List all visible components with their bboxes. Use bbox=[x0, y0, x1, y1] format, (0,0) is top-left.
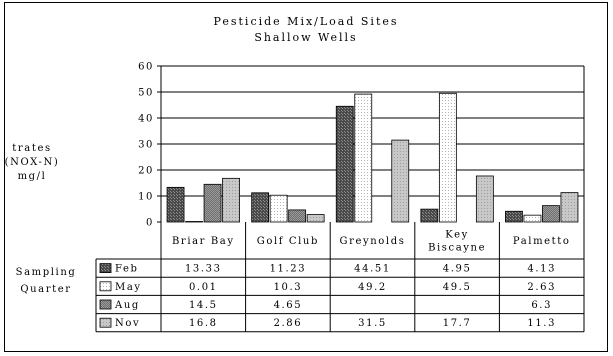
y-tick-label: 40 bbox=[138, 114, 154, 125]
table-cell: 49.5 bbox=[443, 282, 472, 293]
y-axis-label-line: (NOX-N) bbox=[5, 157, 60, 168]
bar-feb bbox=[505, 210, 523, 223]
x-tick-label: Greynolds bbox=[340, 236, 406, 247]
x-tick-label: Palmetto bbox=[513, 236, 571, 247]
table-cell: 0.01 bbox=[189, 282, 218, 293]
y-axis-label: trates (NOX-N) mg/l bbox=[5, 143, 60, 182]
legend-label: May bbox=[115, 282, 142, 293]
legend-swatch bbox=[99, 281, 112, 292]
y-tick-label: 50 bbox=[138, 88, 154, 99]
x-tick-label: Key bbox=[445, 230, 469, 241]
chart-frame bbox=[4, 2, 608, 352]
table-cell: 13.33 bbox=[185, 264, 222, 275]
bar-feb bbox=[335, 105, 354, 223]
bar-may bbox=[269, 194, 288, 223]
bar-nov bbox=[391, 139, 410, 223]
table-cell: 6.3 bbox=[531, 300, 552, 311]
legend-swatch bbox=[99, 263, 112, 274]
bars bbox=[166, 92, 579, 223]
table-cell: 4.65 bbox=[274, 300, 303, 311]
table-cell: 44.51 bbox=[354, 264, 391, 275]
table-cell: 16.8 bbox=[189, 318, 218, 329]
legend-label: Feb bbox=[115, 264, 139, 275]
bar-may bbox=[354, 93, 373, 223]
y-tick-label: 20 bbox=[138, 166, 154, 177]
bar-nov bbox=[560, 192, 579, 223]
table-cell: 49.2 bbox=[358, 282, 387, 293]
bar-may bbox=[523, 214, 542, 223]
bar-aug bbox=[542, 205, 560, 223]
y-axis: 0 10 20 30 40 50 60 bbox=[138, 62, 161, 229]
table-cell: 4.13 bbox=[527, 264, 556, 275]
chart-title: Pesticide Mix/Load Sites bbox=[213, 15, 398, 28]
bar-feb bbox=[166, 186, 185, 223]
y-tick-label: 30 bbox=[138, 140, 154, 151]
x-tick-label: Briar Bay bbox=[172, 236, 235, 247]
bar-may bbox=[438, 92, 457, 223]
y-tick-label: 0 bbox=[146, 218, 154, 229]
bar-may bbox=[185, 221, 203, 223]
table-cell: 2.63 bbox=[527, 282, 556, 293]
bar-feb bbox=[251, 192, 270, 223]
table-cell: 17.7 bbox=[443, 318, 472, 329]
legend-title: Quarter bbox=[20, 284, 71, 295]
legend-swatch bbox=[99, 317, 112, 328]
x-tick-label: Biscayne bbox=[428, 243, 486, 254]
bar-nov bbox=[222, 177, 240, 223]
x-tick-label: Golf Club bbox=[257, 236, 319, 247]
bar-feb bbox=[420, 208, 439, 223]
table-cell: 4.95 bbox=[443, 264, 472, 275]
table-cell: 14.5 bbox=[189, 300, 218, 311]
y-axis-label-line: trates bbox=[12, 143, 51, 154]
chart-subtitle: Shallow Wells bbox=[254, 31, 357, 44]
bar-nov bbox=[475, 175, 494, 223]
bar-aug bbox=[203, 183, 222, 223]
y-axis-label-line: mg/l bbox=[18, 171, 47, 182]
legend-swatch bbox=[99, 299, 112, 310]
bar-nov bbox=[306, 214, 325, 223]
legend-label: Nov bbox=[115, 318, 140, 329]
table-cell: 31.5 bbox=[358, 318, 387, 329]
table-cell: 2.86 bbox=[274, 318, 303, 329]
y-tick-label: 60 bbox=[138, 62, 154, 73]
table-cell: 11.3 bbox=[527, 318, 556, 329]
legend-title: Sampling bbox=[16, 267, 77, 278]
data-table: Briar Bay Golf Club Greynolds Key Biscayne Pa… bbox=[16, 222, 585, 333]
legend-label: Aug bbox=[114, 300, 140, 311]
table-cell: 10.3 bbox=[274, 282, 303, 293]
table-cell: 11.23 bbox=[270, 264, 307, 275]
bar-aug bbox=[288, 209, 307, 223]
y-tick-label: 10 bbox=[138, 192, 154, 203]
